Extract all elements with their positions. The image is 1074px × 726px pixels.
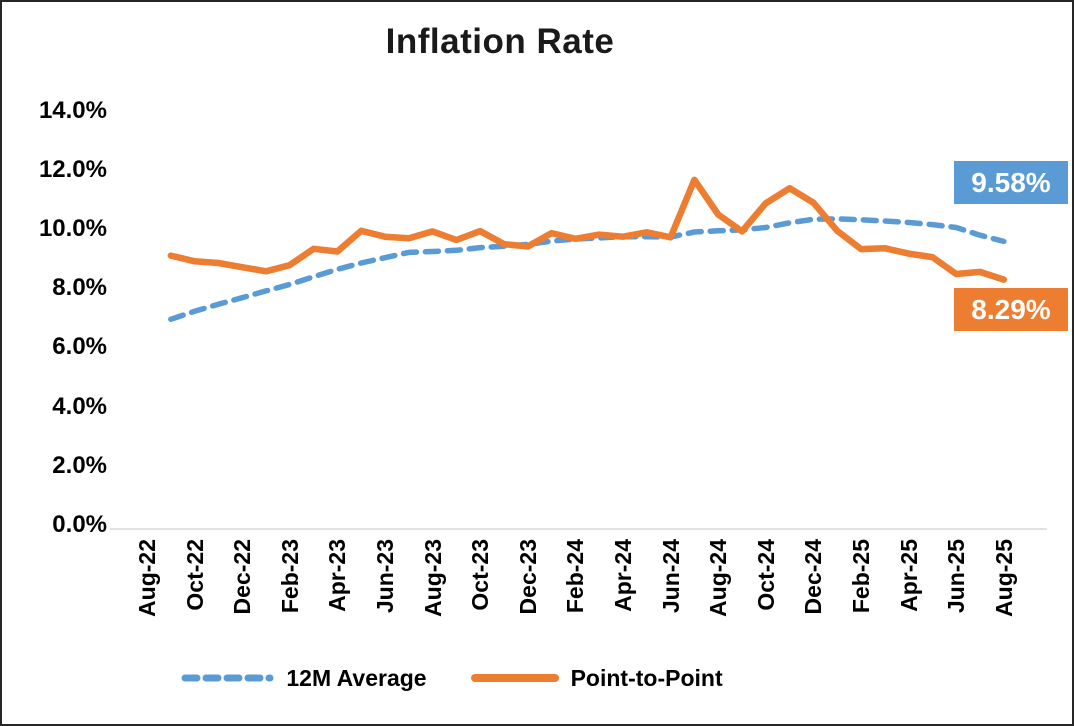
y-axis-tick-label: 0.0%: [52, 511, 107, 538]
x-axis-tick-label: Jun-23: [372, 539, 398, 614]
end-label-12m-average-value: 9.58%: [971, 167, 1051, 198]
end-label-point-to-point: 8.29%: [954, 288, 1068, 331]
solid-line-swatch: [470, 674, 559, 682]
x-axis-tick-label: Aug-23: [419, 539, 446, 617]
y-axis-tick-label: 2.0%: [52, 451, 107, 479]
legend-label-12m-average: 12M Average: [286, 664, 427, 691]
y-axis-tick-label: 6.0%: [52, 333, 107, 361]
end-label-point-to-point-value: 8.29%: [971, 294, 1051, 325]
x-axis-tick-label: Apr-23: [324, 539, 351, 612]
x-axis-tick-label: Feb-23: [276, 539, 303, 614]
x-axis-tick-label: Oct-24: [752, 539, 779, 611]
x-axis-tick-label: Oct-23: [467, 539, 494, 611]
x-axis-tick-label: Jun-25: [943, 539, 970, 614]
dashed-line-swatch: [181, 674, 274, 682]
y-axis-tick-label: 4.0%: [52, 392, 107, 420]
legend-item-12m-average: 12M Average: [181, 664, 427, 692]
x-axis-tick-label: Dec-23: [514, 539, 541, 615]
x-axis-tick-label: Feb-24: [562, 539, 589, 614]
legend: 12M Average Point-to-Point: [102, 658, 802, 698]
x-axis-tick-label: Oct-22: [181, 539, 208, 611]
legend-label-point-to-point: Point-to-Point: [570, 664, 723, 691]
x-axis-tick-label: Aug-22: [134, 539, 160, 617]
x-axis-tick-label: Jun-24: [657, 539, 684, 614]
x-axis-tick-label: Dec-22: [229, 539, 256, 615]
x-axis-tick-label: Apr-24: [610, 539, 636, 612]
x-axis-tick-label: Dec-24: [800, 539, 827, 615]
y-axis-tick-label: 12.0%: [38, 155, 107, 183]
x-axis-tick-label: Aug-24: [705, 539, 732, 617]
chart-title: Inflation Rate: [385, 22, 615, 61]
y-axis-tick-label: 8.0%: [52, 274, 107, 302]
y-axis-tick-label: 14.0%: [38, 96, 107, 124]
legend-item-point-to-point: Point-to-Point: [470, 664, 723, 692]
x-axis-tick-label: Aug-25: [990, 539, 1017, 617]
series-line-point-to-point: [167, 176, 1008, 283]
end-label-12m-average: 9.58%: [954, 161, 1068, 204]
x-axis-tick-label: Feb-25: [848, 539, 874, 614]
y-axis-tick-label: 10.0%: [38, 215, 107, 242]
x-axis-tick-label: Apr-25: [895, 539, 922, 612]
